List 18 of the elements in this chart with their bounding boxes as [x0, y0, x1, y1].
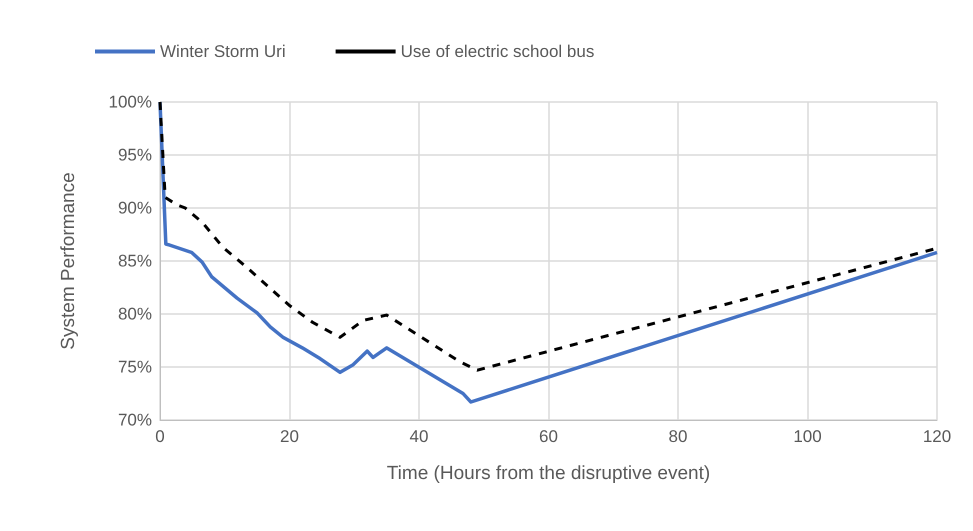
y-tick-label: 75%: [118, 358, 152, 376]
legend-label: Winter Storm Uri: [160, 42, 286, 61]
legend-label: Use of electric school bus: [400, 42, 594, 61]
y-tick-label: 95%: [118, 146, 152, 164]
y-tick-label: 80%: [118, 304, 152, 324]
y-axis-title: System Performance: [58, 172, 79, 350]
x-tick-label: 120: [922, 427, 952, 446]
x-tick-label: 100: [793, 427, 822, 446]
x-tick-label: 40: [410, 427, 428, 446]
y-tick-label: 85%: [118, 252, 152, 270]
x-axis-title: Time (Hours from the disruptive event): [386, 463, 710, 484]
y-tick-label: 90%: [118, 198, 152, 218]
y-tick-label: 100%: [108, 92, 152, 112]
x-tick-label: 0: [155, 427, 165, 446]
x-tick-label: 20: [280, 427, 299, 446]
y-tick-label: 70%: [118, 410, 152, 430]
x-tick-label: 80: [668, 427, 688, 446]
x-tick-label: 60: [539, 427, 558, 446]
